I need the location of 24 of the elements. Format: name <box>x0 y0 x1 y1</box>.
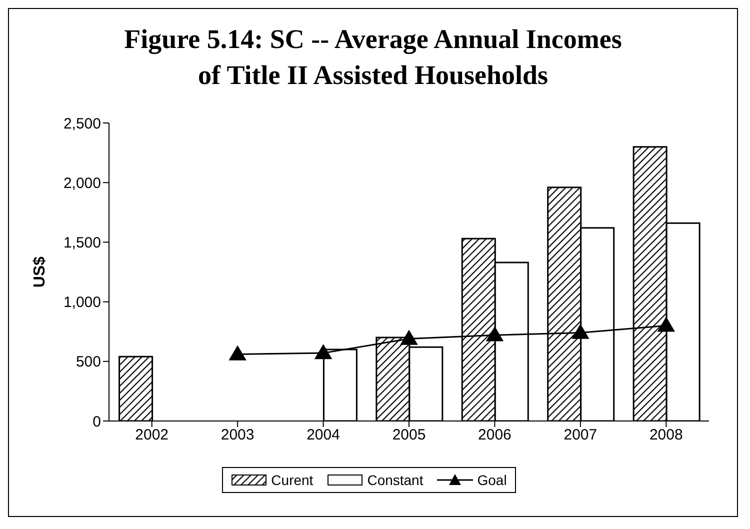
legend-label: Curent <box>270 472 314 488</box>
x-tick-label: 2006 <box>478 426 512 444</box>
y-tick-label: 1,500 <box>63 234 101 252</box>
y-axis-title: US$ <box>32 256 49 288</box>
y-tick-label: 2,500 <box>63 115 101 132</box>
point <box>486 326 504 342</box>
point <box>400 330 418 345</box>
point <box>314 344 332 360</box>
x-tick-label: 2008 <box>649 426 683 444</box>
y-tick-label: 2,000 <box>63 174 101 192</box>
y-tick-label: 1,000 <box>63 294 101 312</box>
y-tick-label: 0 <box>92 413 101 430</box>
x-tick-label: 2003 <box>220 426 254 444</box>
x-tick-label: 2005 <box>392 426 426 444</box>
y-tick-label: 500 <box>76 354 101 371</box>
x-tick-label: 2002 <box>135 426 169 444</box>
point <box>572 324 589 339</box>
point <box>229 346 246 360</box>
x-tick-label: 2007 <box>564 426 598 444</box>
point <box>658 317 675 332</box>
legend-label: Goal <box>476 472 507 488</box>
chart-title: Figure 5.14: SC -- Average Annual Incomes of Title II Assisted Households <box>123 23 623 92</box>
legend-label: Constant <box>366 472 424 488</box>
x-tick-label: 2004 <box>306 426 340 444</box>
